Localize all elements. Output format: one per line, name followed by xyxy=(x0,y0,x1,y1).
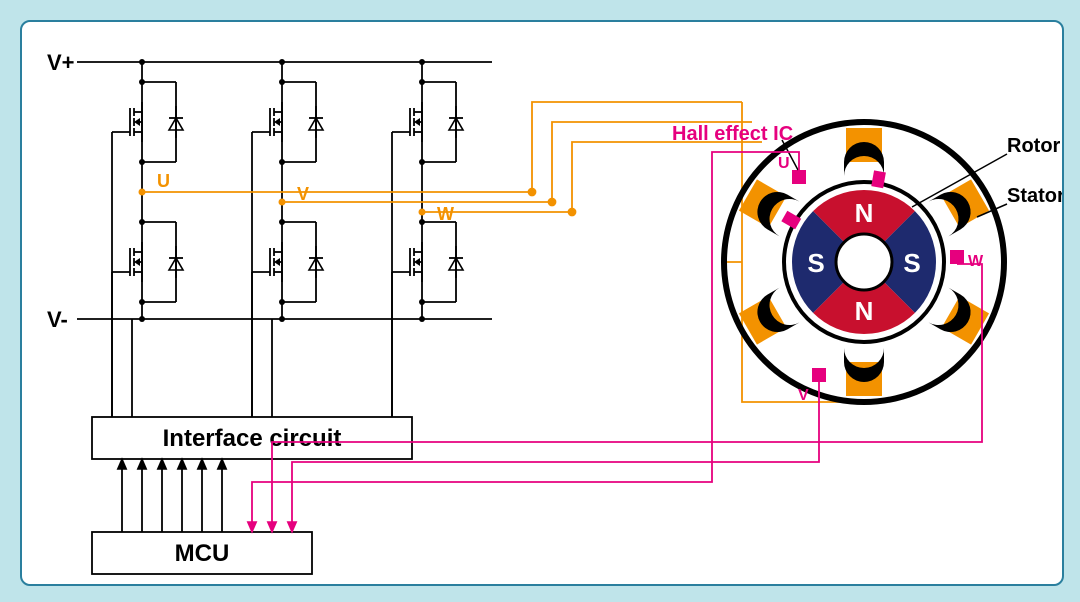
power-rails: V+ V- xyxy=(47,50,492,332)
pole-n-bot: N xyxy=(855,296,874,326)
rotor: N N S S xyxy=(762,160,966,364)
inverter xyxy=(112,59,463,417)
interface-label: Interface circuit xyxy=(163,425,342,452)
mcu-label: MCU xyxy=(175,540,230,567)
rotor-label: Rotor xyxy=(1007,135,1061,157)
phase-u-label: U xyxy=(157,171,170,191)
hall-u-block xyxy=(792,170,806,184)
diagram-panel: V+ V- xyxy=(20,20,1064,586)
interface-mcu-arrows xyxy=(122,459,222,532)
phase-v-label: V xyxy=(297,184,309,204)
hall-w-block xyxy=(950,250,964,264)
hall-v-label: V xyxy=(798,387,809,404)
leg-u xyxy=(112,59,183,417)
canvas: V+ V- xyxy=(0,0,1080,602)
hall-u-label: U xyxy=(778,155,790,172)
hall-v-block xyxy=(812,368,826,382)
pole-s-left: S xyxy=(807,248,824,278)
label-vminus: V- xyxy=(47,307,68,332)
leg-w xyxy=(392,59,463,417)
pole-s-right: S xyxy=(903,248,920,278)
diagram-svg: V+ V- xyxy=(22,22,1062,584)
pole-n-top: N xyxy=(855,198,874,228)
stator-label: Stator xyxy=(1007,185,1062,207)
hall-ic-label: Hall effect IC xyxy=(672,123,793,145)
phase-w-label: W xyxy=(437,204,454,224)
label-vplus: V+ xyxy=(47,50,75,75)
phase-wires xyxy=(142,102,864,402)
leg-v xyxy=(252,59,323,417)
